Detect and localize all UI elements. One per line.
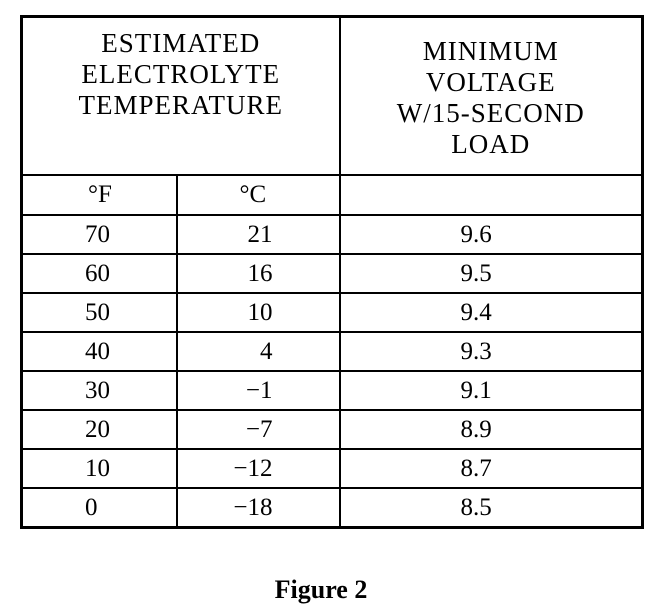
cell-celsius: −12 — [175, 448, 341, 489]
unit-fahrenheit: °F — [20, 174, 178, 216]
table-row: 60 16 9.5 — [20, 253, 644, 294]
table-row: 0 −18 8.5 — [20, 487, 644, 529]
cell-min-voltage: 9.6 — [338, 214, 644, 255]
unit-row: °F °C — [20, 174, 644, 216]
table-header-row: ESTIMATED ELECTROLYTE TEMPERATURE MINIMU… — [20, 15, 644, 176]
cell-celsius: −7 — [175, 409, 341, 450]
table-row: 70 21 9.6 — [20, 214, 644, 255]
cell-celsius: −1 — [175, 370, 341, 411]
unit-celsius: °C — [175, 174, 341, 216]
table-body: 70 21 9.6 60 16 9.5 50 10 9.4 40 4 9.3 30 −1 9.1 20 −7 8.… — [20, 214, 644, 529]
cell-min-voltage: 9.3 — [338, 331, 644, 372]
cell-fahrenheit: 30 — [20, 370, 178, 411]
cell-min-voltage: 8.7 — [338, 448, 644, 489]
cell-min-voltage: 9.5 — [338, 253, 644, 294]
cell-celsius: 4 — [175, 331, 341, 372]
cell-min-voltage: 9.1 — [338, 370, 644, 411]
cell-min-voltage: 9.4 — [338, 292, 644, 333]
cell-celsius: −18 — [175, 487, 341, 529]
cell-fahrenheit: 10 — [20, 448, 178, 489]
table-row: 10 −12 8.7 — [20, 448, 644, 489]
table-row: 50 10 9.4 — [20, 292, 644, 333]
cell-celsius: 16 — [175, 253, 341, 294]
cell-celsius: 21 — [175, 214, 341, 255]
table-row: 20 −7 8.9 — [20, 409, 644, 450]
figure-caption: Figure 2 — [274, 575, 368, 604]
unit-voltage — [338, 174, 644, 216]
cell-fahrenheit: 50 — [20, 292, 178, 333]
battery-load-test-table: ESTIMATED ELECTROLYTE TEMPERATURE MINIMU… — [20, 15, 645, 529]
header-electrolyte-temperature: ESTIMATED ELECTROLYTE TEMPERATURE — [20, 15, 341, 176]
cell-fahrenheit: 40 — [20, 331, 178, 372]
cell-fahrenheit: 70 — [20, 214, 178, 255]
cell-fahrenheit: 0 — [20, 487, 178, 529]
table-row: 30 −1 9.1 — [20, 370, 644, 411]
cell-min-voltage: 8.9 — [338, 409, 644, 450]
cell-min-voltage: 8.5 — [338, 487, 644, 529]
header-minimum-voltage: MINIMUM VOLTAGE W/15-SECOND LOAD — [338, 15, 644, 176]
cell-celsius: 10 — [175, 292, 341, 333]
cell-fahrenheit: 60 — [20, 253, 178, 294]
table-row: 40 4 9.3 — [20, 331, 644, 372]
cell-fahrenheit: 20 — [20, 409, 178, 450]
